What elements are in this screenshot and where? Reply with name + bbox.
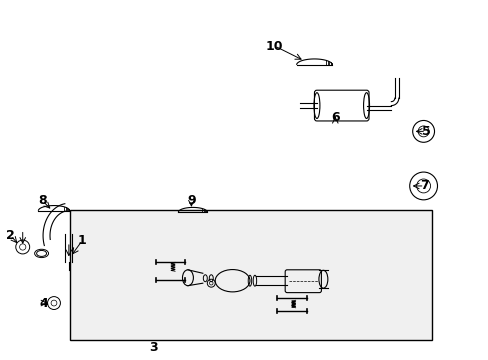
Text: 3: 3 xyxy=(148,341,157,354)
Text: 8: 8 xyxy=(38,194,47,207)
Text: 5: 5 xyxy=(421,125,429,138)
Text: 6: 6 xyxy=(330,112,339,125)
Text: 2: 2 xyxy=(6,229,15,242)
Text: 1: 1 xyxy=(78,234,86,247)
Bar xyxy=(70,210,431,340)
Text: 7: 7 xyxy=(419,179,428,193)
Text: 9: 9 xyxy=(187,194,195,207)
Text: 10: 10 xyxy=(265,40,283,53)
Text: 4: 4 xyxy=(40,297,48,310)
